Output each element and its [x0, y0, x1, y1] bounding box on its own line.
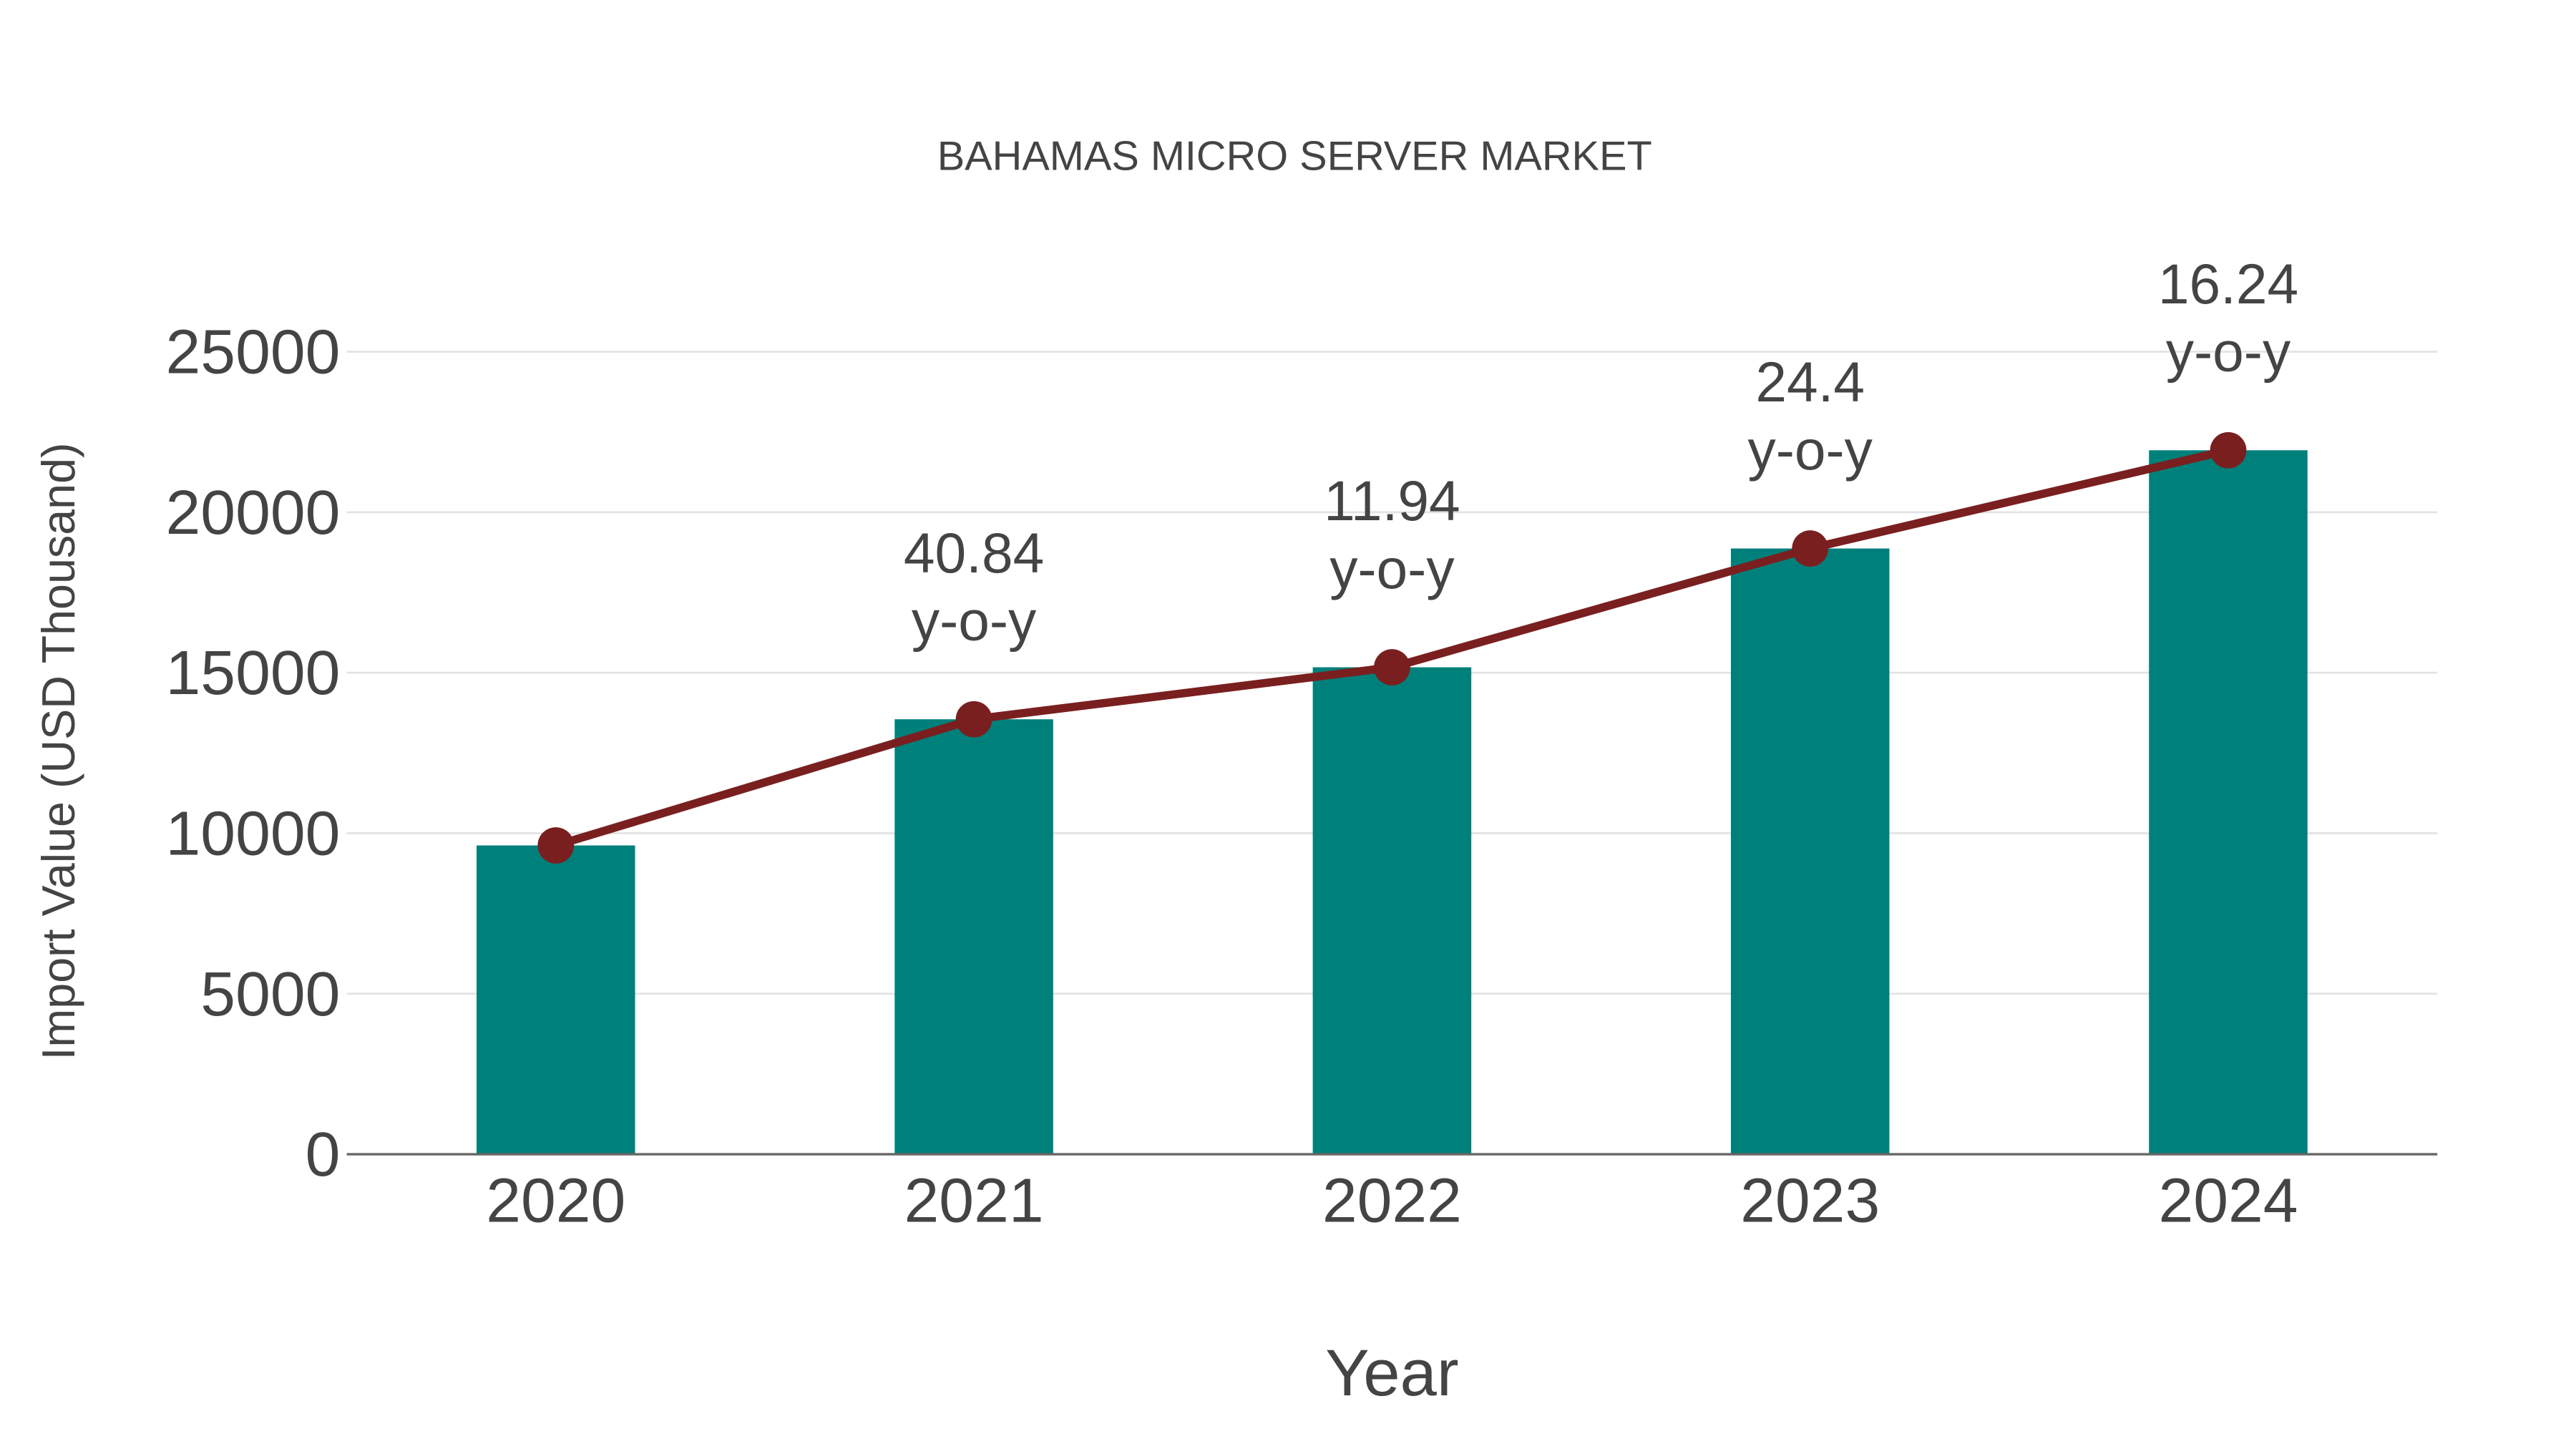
bar-2020	[477, 845, 635, 1155]
bar-2023	[1730, 548, 1890, 1155]
trend-point-2023	[1792, 530, 1829, 567]
y-tick-label: 20000	[166, 477, 341, 547]
trend-point-2024	[2210, 431, 2247, 469]
trend-point-2021	[955, 701, 992, 738]
y-tick-label: 5000	[200, 959, 340, 1029]
bar-2022	[1312, 667, 1472, 1155]
x-tick-label: 2022	[1322, 1166, 1462, 1236]
yoy-suffix-label: y-o-y	[1748, 419, 1873, 482]
data-labels: 40.84y-o-y11.94y-o-y24.4y-o-y16.24y-o-y	[904, 253, 2298, 653]
x-tick-labels: 2020 2021 2022 2023 2024	[486, 1166, 2298, 1236]
x-axis-label: Year	[1325, 1335, 1458, 1410]
y-tick-label: 0	[306, 1119, 341, 1189]
bar-2024	[2149, 450, 2308, 1155]
x-tick-label: 2020	[486, 1166, 625, 1236]
x-tick-label: 2021	[904, 1166, 1044, 1236]
y-tick-label: 25000	[166, 317, 341, 387]
chart-title: BAHAMAS MICRO SERVER MARKET	[937, 134, 1652, 180]
yoy-suffix-label: y-o-y	[912, 589, 1037, 652]
yoy-suffix-label: y-o-y	[2166, 320, 2291, 383]
y-tick-label: 10000	[166, 798, 341, 868]
yoy-suffix-label: y-o-y	[1330, 537, 1455, 600]
bars	[477, 450, 2308, 1155]
yoy-value-label: 24.4	[1755, 351, 1865, 414]
yoy-value-label: 11.94	[1324, 469, 1460, 532]
x-tick-label: 2024	[2158, 1166, 2298, 1236]
y-tick-labels: 0 5000 10000 15000 20000 25000	[166, 317, 341, 1190]
trend-line	[537, 431, 2247, 864]
yoy-value-label: 40.84	[904, 522, 1044, 585]
y-axis-label: Import Value (USD Thousand)	[33, 442, 84, 1060]
bar-2021	[894, 719, 1053, 1155]
trend-point-2020	[537, 827, 575, 864]
trend-point-2022	[1374, 649, 1410, 686]
x-tick-label: 2023	[1740, 1166, 1880, 1236]
yoy-value-label: 16.24	[2158, 253, 2298, 316]
y-tick-label: 15000	[166, 638, 341, 708]
